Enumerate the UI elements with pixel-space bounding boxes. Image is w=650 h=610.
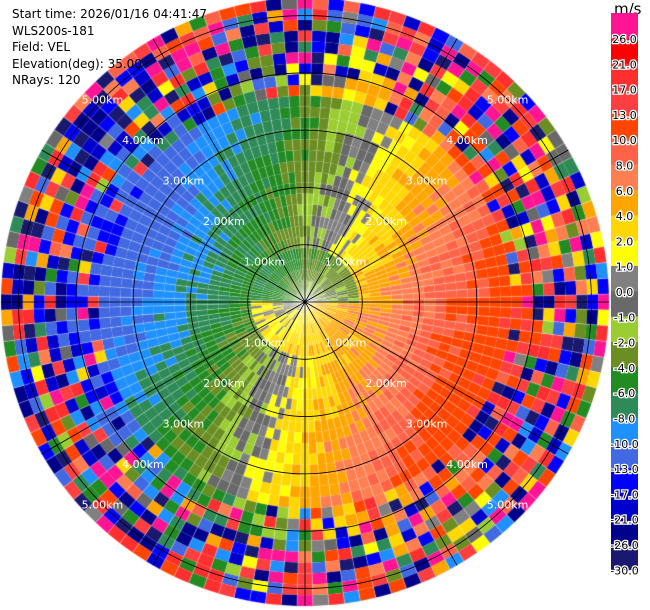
- colorbar-segment: [611, 114, 638, 140]
- colorbar-tick-label: 1.0: [616, 261, 634, 274]
- start-time-label: Start time: 2026/01/16 04:41:47: [12, 7, 207, 21]
- colorbar-tick-label: 13.0: [612, 109, 637, 122]
- colorbar-tick-label: 21.0: [612, 58, 637, 71]
- colorbar-segment: [611, 240, 638, 267]
- colorbar-segment: [611, 417, 638, 444]
- colorbar-segment: [611, 63, 638, 90]
- range-ring-label: 4.00km: [122, 134, 164, 147]
- colorbar-segment: [611, 215, 638, 242]
- colorbar-tick-label: 2.0: [616, 235, 634, 248]
- colorbar-tick-label: -21.0: [611, 514, 639, 527]
- azimuth-spoke: [304, 301, 458, 566]
- colorbar-segment: [611, 519, 638, 545]
- colorbar: 26.0 21.0 17.0 13.0 10.0 8.0 6.0 4.0 2.0 1.0 0.0 -1…: [611, 13, 640, 579]
- info-panel: Start time: 2026/01/16 04:41:47 WLS200s-…: [12, 6, 207, 89]
- colorbar-segment: [611, 316, 638, 343]
- range-rings-overlay: 1.00km 1.00km 1.00km 1.00km 2.00km 2.00km 2.00…: [1, 0, 609, 606]
- range-ring-label: 3.00km: [163, 174, 205, 187]
- range-ring-label: 4.00km: [446, 134, 488, 147]
- colorbar-tick-label: -13.0: [611, 463, 639, 476]
- colorbar-tick-label: -1.0: [614, 311, 635, 324]
- range-ring-label: 3.00km: [406, 418, 448, 431]
- colorbar-tick-label: -26.0: [611, 539, 639, 552]
- colorbar-tick-label: 0.0: [616, 286, 634, 299]
- range-ring-label: 5.00km: [487, 499, 529, 512]
- colorbar-segment: [611, 164, 638, 191]
- colorbar-segment: [611, 139, 638, 166]
- colorbar-tick-label: -10.0: [611, 438, 639, 451]
- range-ring-label: 3.00km: [406, 174, 448, 187]
- range-ring-label: 4.00km: [446, 458, 488, 471]
- colorbar-segment: [611, 88, 638, 115]
- azimuth-spoke: [304, 301, 569, 455]
- range-ring-label: 2.00km: [203, 215, 245, 228]
- colorbar-segment: [611, 443, 638, 469]
- colorbar-segment: [611, 392, 638, 419]
- azimuth-spoke: [152, 38, 306, 303]
- colorbar-segment: [611, 544, 638, 571]
- colorbar-tick-label: 6.0: [616, 185, 634, 198]
- colorbar-segment: [611, 367, 638, 393]
- azimuth-spoke: [152, 301, 306, 566]
- range-ring-label: 2.00km: [365, 215, 407, 228]
- azimuth-spoke: [41, 301, 306, 455]
- colorbar-tick-label: -4.0: [614, 362, 635, 375]
- colorbar-tick-label: 8.0: [616, 160, 634, 173]
- colorbar-tick-label: -2.0: [614, 337, 635, 350]
- range-ring-label: 4.00km: [122, 458, 164, 471]
- range-ring-label: 1.00km: [325, 337, 367, 350]
- colorbar-tick-label: 26.0: [612, 33, 637, 46]
- colorbar-tick-label: 10.0: [612, 134, 637, 147]
- range-ring-label: 5.00km: [487, 93, 529, 106]
- nrays-label: NRays: 120: [12, 73, 81, 87]
- azimuth-spoke: [304, 149, 569, 303]
- colorbar-tick-label: 17.0: [612, 84, 637, 97]
- colorbar-segment: [611, 341, 638, 368]
- colorbar-segment: [611, 493, 638, 520]
- colorbar-tick-label: -17.0: [611, 488, 639, 501]
- range-ring-label: 1.00km: [244, 337, 286, 350]
- colorbar-tick-label: -8.0: [614, 413, 635, 426]
- azimuth-spoke: [41, 149, 306, 303]
- elevation-label: Elevation(deg): 35.00: [12, 56, 142, 71]
- range-ring-label: 2.00km: [203, 377, 245, 390]
- colorbar-segment: [611, 291, 638, 318]
- colorbar-segment: [611, 266, 638, 292]
- colorbar-tick-label: -6.0: [614, 387, 635, 400]
- range-ring-label: 5.00km: [82, 499, 124, 512]
- azimuth-spoke: [304, 38, 458, 303]
- range-ring-label: 3.00km: [163, 418, 205, 431]
- colorbar-tick-label: -30.0: [611, 564, 639, 577]
- instrument-label: WLS200s-181: [12, 23, 95, 38]
- colorbar-segment: [611, 468, 638, 495]
- colorbar-segment: [611, 38, 638, 65]
- range-ring-label: 2.00km: [365, 377, 407, 390]
- range-ring-label: 1.00km: [244, 255, 286, 268]
- colorbar-segment: [611, 13, 638, 39]
- colorbar-tick-label: 4.0: [616, 210, 634, 223]
- range-ring-label: 5.00km: [82, 93, 124, 106]
- range-ring-label: 1.00km: [325, 255, 367, 268]
- field-label: Field: VEL: [12, 40, 71, 54]
- colorbar-segment: [611, 190, 638, 216]
